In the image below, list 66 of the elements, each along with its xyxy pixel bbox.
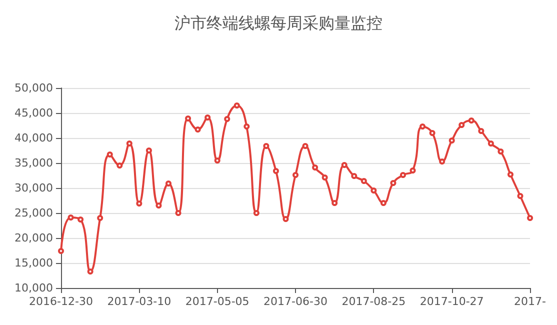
- point: [146, 148, 152, 154]
- point: [360, 178, 367, 184]
- point: [390, 180, 396, 186]
- point: [165, 180, 172, 186]
- point: [282, 216, 289, 222]
- point: [136, 200, 142, 206]
- point: [478, 128, 484, 134]
- point: [400, 172, 406, 178]
- point: [234, 102, 240, 108]
- point: [97, 215, 104, 221]
- x-tick-label: 2017-08-25: [342, 295, 406, 308]
- x-tick-label: 2017-06-30: [264, 295, 328, 308]
- x-tick-label: 2017-10-27: [420, 295, 484, 308]
- point: [380, 200, 386, 206]
- y-tick-label: 35,000: [14, 156, 53, 170]
- y-tick-label: 40,000: [14, 132, 53, 144]
- point: [488, 140, 494, 146]
- point: [439, 158, 446, 164]
- point: [302, 143, 308, 149]
- point: [420, 124, 426, 130]
- chart-title: 沪市终端线螺每周采购量监控: [174, 14, 382, 32]
- point: [253, 210, 260, 216]
- point: [126, 140, 132, 146]
- point: [448, 138, 455, 144]
- point: [332, 200, 338, 206]
- x-tick-label: 2017-03-10: [107, 295, 172, 308]
- point: [175, 210, 182, 216]
- point: [78, 216, 84, 222]
- y-tick-label: 25,000: [14, 206, 53, 220]
- point: [214, 158, 220, 164]
- point: [185, 116, 192, 122]
- point: [468, 118, 474, 124]
- point: [204, 114, 211, 120]
- point: [498, 148, 504, 154]
- point: [116, 162, 123, 168]
- point: [312, 164, 318, 170]
- point: [224, 116, 230, 122]
- point: [429, 130, 436, 136]
- point: [194, 126, 201, 132]
- point: [527, 215, 534, 221]
- x-tick-label: 2017-: [514, 295, 546, 308]
- point: [507, 172, 514, 178]
- y-tick-label: 15,000: [14, 256, 53, 270]
- point: [322, 174, 328, 180]
- point: [458, 122, 465, 128]
- point: [156, 202, 162, 208]
- y-tick-label: 10,000: [14, 282, 53, 294]
- point: [263, 143, 270, 149]
- point: [292, 172, 299, 178]
- point: [410, 168, 416, 174]
- point: [341, 162, 348, 168]
- x-tick-label: 2016-12-30: [29, 295, 93, 308]
- point: [106, 152, 113, 158]
- y-tick-label: 20,000: [14, 232, 53, 244]
- point: [87, 268, 94, 274]
- point: [351, 173, 358, 179]
- point: [58, 248, 64, 254]
- point: [517, 193, 524, 199]
- y-tick-label: 50,000: [14, 82, 53, 94]
- point: [244, 124, 250, 130]
- point: [68, 214, 74, 220]
- point: [272, 168, 279, 174]
- x-tick-label: 2017-05-05: [185, 295, 250, 308]
- y-tick-label: 30,000: [14, 182, 53, 194]
- point: [370, 188, 377, 194]
- y-tick-label: 45,000: [14, 106, 53, 120]
